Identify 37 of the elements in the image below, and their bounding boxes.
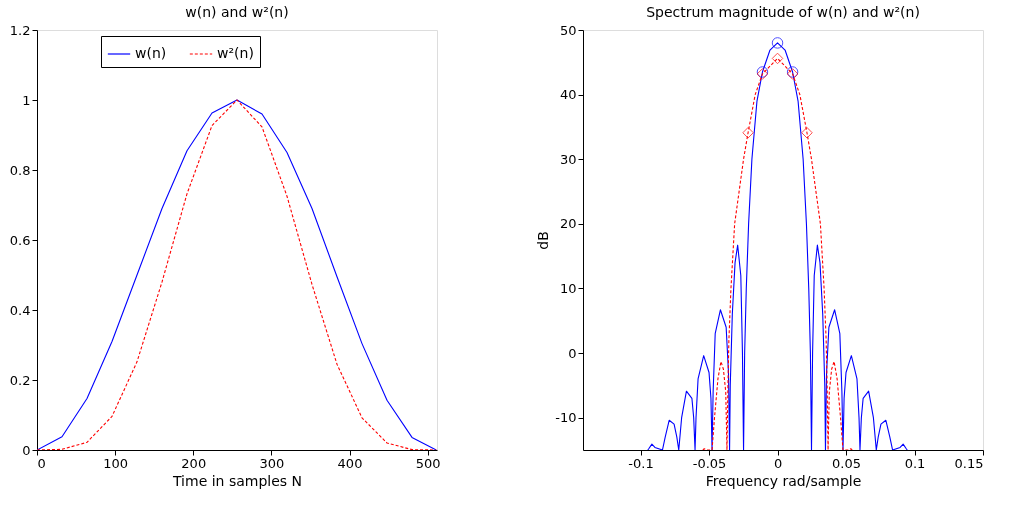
x-tick-label: -0.1 <box>628 455 654 471</box>
x-tick-label: 0.1 <box>904 455 926 471</box>
y-tick-label: 0.4 <box>9 302 31 318</box>
y-tick-label: 0 <box>568 345 577 361</box>
x-tick-label: -0.05 <box>692 455 727 471</box>
y-tick-label: 10 <box>559 280 577 296</box>
x-axis-title: Frequency rad/sample <box>705 472 862 489</box>
y-axis-title: dB <box>535 231 552 250</box>
y-tick-label: 20 <box>559 216 577 232</box>
y-tick-label: 30 <box>559 151 577 167</box>
x-tick-label: 500 <box>415 455 441 471</box>
point <box>771 52 784 65</box>
y-tick-label: 1 <box>22 92 31 108</box>
x-tick-label: 400 <box>337 455 363 471</box>
chart-title: w(n) and w²(n) <box>185 4 289 20</box>
y-tick-label: -10 <box>555 410 577 426</box>
y-tick-label: 40 <box>559 87 577 103</box>
x-tick-label: 300 <box>259 455 285 471</box>
y-tick-label: 50 <box>559 22 577 38</box>
x-tick-label: 0.15 <box>954 455 984 471</box>
y-tick-label: 0.6 <box>9 232 31 248</box>
legend-label: w²(n) <box>217 45 254 61</box>
chart-title: Spectrum magnitude of w(n) and w²(n) <box>646 4 920 20</box>
y-tick-label: 0.8 <box>9 162 31 178</box>
x-tick-label: 100 <box>103 455 129 471</box>
x-axis-title: Time in samples N <box>171 472 303 489</box>
y-tick-label: 0.2 <box>9 372 31 388</box>
y-tick-label: 1.2 <box>9 22 31 38</box>
x-tick-label: 200 <box>181 455 207 471</box>
x-tick-label: 0 <box>37 455 46 471</box>
x-tick-label: 0 <box>773 455 783 471</box>
y-tick-label: 0 <box>22 442 31 458</box>
point <box>801 126 813 139</box>
point <box>742 126 754 139</box>
x-tick-label: 0.05 <box>832 455 861 471</box>
point <box>771 37 784 49</box>
legend-label: w(n) <box>135 45 167 61</box>
